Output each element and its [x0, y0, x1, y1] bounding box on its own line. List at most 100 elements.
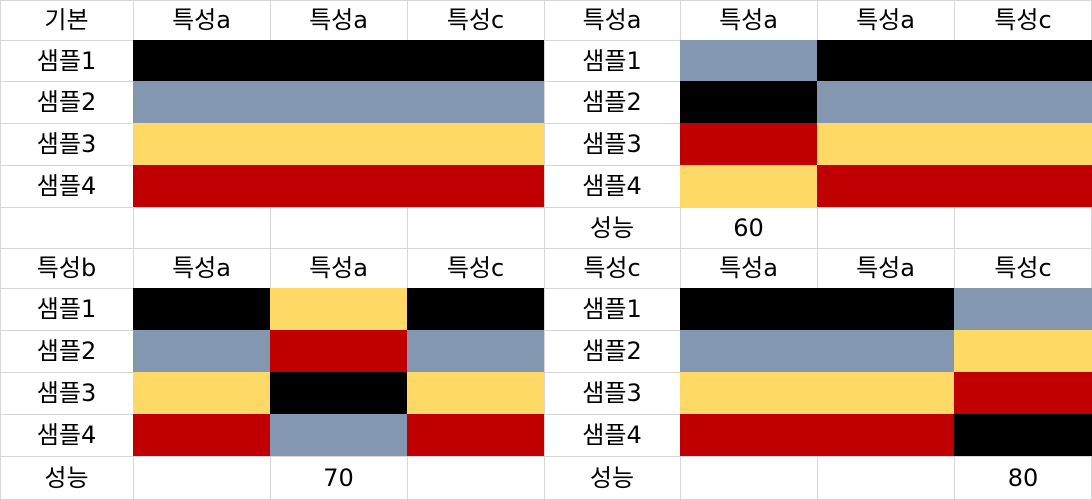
color-cell-gray [133, 81, 270, 123]
color-cell-gray [680, 40, 817, 81]
row-label: 샘플2 [36, 88, 97, 116]
gridline-vertical [817, 0, 818, 500]
color-cell-gray [270, 81, 407, 123]
color-cell-red [270, 165, 407, 207]
gridline-vertical [133, 0, 134, 500]
column-header: 특성a [172, 6, 231, 34]
color-cell-red [407, 414, 544, 456]
row-label: 샘플2 [582, 88, 642, 116]
color-cell-red [817, 165, 954, 207]
gridline-vertical [680, 0, 681, 500]
color-cell-gray [680, 330, 817, 372]
color-cell-red [680, 414, 817, 456]
color-cell-red [680, 123, 817, 165]
color-cell-yellow [954, 330, 1092, 372]
performance-label: 성능 [589, 213, 635, 242]
row-label: 샘플3 [36, 130, 97, 158]
row-label: 샘플3 [36, 379, 97, 407]
color-cell-black [270, 372, 407, 414]
color-cell-red [270, 330, 407, 372]
row-label: 샘플1 [36, 295, 97, 323]
gridline-horizontal [0, 165, 1092, 166]
color-cell-yellow [680, 372, 817, 414]
gridline-horizontal [0, 288, 1092, 289]
gridline-horizontal [0, 248, 1092, 249]
color-cell-black [133, 40, 270, 81]
table-title: 특성c [583, 254, 641, 282]
color-cell-black [133, 288, 270, 330]
gridline-vertical [544, 0, 545, 500]
gridline-horizontal [0, 81, 1092, 82]
gridline-horizontal [0, 40, 1092, 41]
performance-value: 70 [323, 464, 354, 492]
gridline-horizontal [0, 123, 1092, 124]
color-cell-black [817, 288, 954, 330]
column-header: 특성a [856, 6, 915, 34]
column-header: 특성c [994, 254, 1052, 282]
color-cell-black [407, 40, 544, 81]
gridline-vertical [270, 0, 271, 500]
row-label: 샘플3 [582, 130, 642, 158]
color-cell-gray [133, 330, 270, 372]
color-cell-black [680, 288, 817, 330]
color-cell-gray [954, 288, 1092, 330]
color-cell-yellow [817, 123, 954, 165]
row-label: 샘플1 [582, 46, 642, 75]
color-cell-red [954, 372, 1092, 414]
color-cell-yellow [680, 165, 817, 207]
row-label: 샘플4 [36, 172, 97, 200]
column-header: 특성c [446, 6, 505, 34]
color-cell-red [954, 165, 1092, 207]
row-label: 샘플1 [36, 46, 97, 75]
color-cell-yellow [270, 123, 407, 165]
row-label: 샘플1 [582, 295, 642, 323]
color-cell-gray [407, 330, 544, 372]
performance-label: 성능 [44, 464, 89, 492]
color-cell-black [680, 81, 817, 123]
gridline-horizontal [0, 414, 1092, 415]
color-cell-yellow [133, 123, 270, 165]
gridline-vertical [954, 0, 955, 500]
gridline-horizontal [0, 456, 1092, 457]
gridline-horizontal [0, 330, 1092, 331]
column-header: 특성c [446, 254, 505, 282]
row-label: 샘플2 [582, 337, 642, 365]
color-cell-black [954, 414, 1092, 456]
color-cell-gray [407, 81, 544, 123]
color-cell-yellow [133, 372, 270, 414]
color-cell-black [817, 40, 954, 81]
gridline-horizontal [0, 0, 1092, 1]
color-cell-black [407, 288, 544, 330]
color-cell-red [133, 414, 270, 456]
gridline-horizontal [0, 207, 1092, 208]
color-cell-gray [817, 81, 954, 123]
row-label: 샘플2 [36, 337, 97, 365]
color-cell-gray [817, 330, 954, 372]
gridline-vertical [0, 0, 1, 500]
gridline-horizontal [0, 372, 1092, 373]
column-header: 특성a [719, 254, 778, 282]
column-header: 특성a [172, 254, 231, 282]
color-cell-red [817, 414, 954, 456]
table-title: 특성a [582, 6, 642, 34]
row-label: 샘플4 [582, 421, 642, 449]
color-cell-yellow [407, 123, 544, 165]
performance-value: 80 [1007, 464, 1039, 492]
color-cell-yellow [270, 288, 407, 330]
color-cell-red [133, 165, 270, 207]
color-cell-yellow [954, 123, 1092, 165]
color-cell-red [407, 165, 544, 207]
table-title: 특성b [36, 254, 97, 282]
table-title: 기본 [44, 6, 89, 34]
column-header: 특성a [309, 6, 368, 34]
column-header: 특성c [994, 6, 1052, 34]
color-cell-black [270, 40, 407, 81]
color-cell-gray [270, 414, 407, 456]
column-header: 특성a [309, 254, 368, 282]
color-cell-yellow [817, 372, 954, 414]
color-cell-gray [954, 81, 1092, 123]
column-header: 특성a [856, 254, 915, 282]
color-cell-yellow [407, 372, 544, 414]
row-label: 샘플4 [582, 172, 642, 200]
